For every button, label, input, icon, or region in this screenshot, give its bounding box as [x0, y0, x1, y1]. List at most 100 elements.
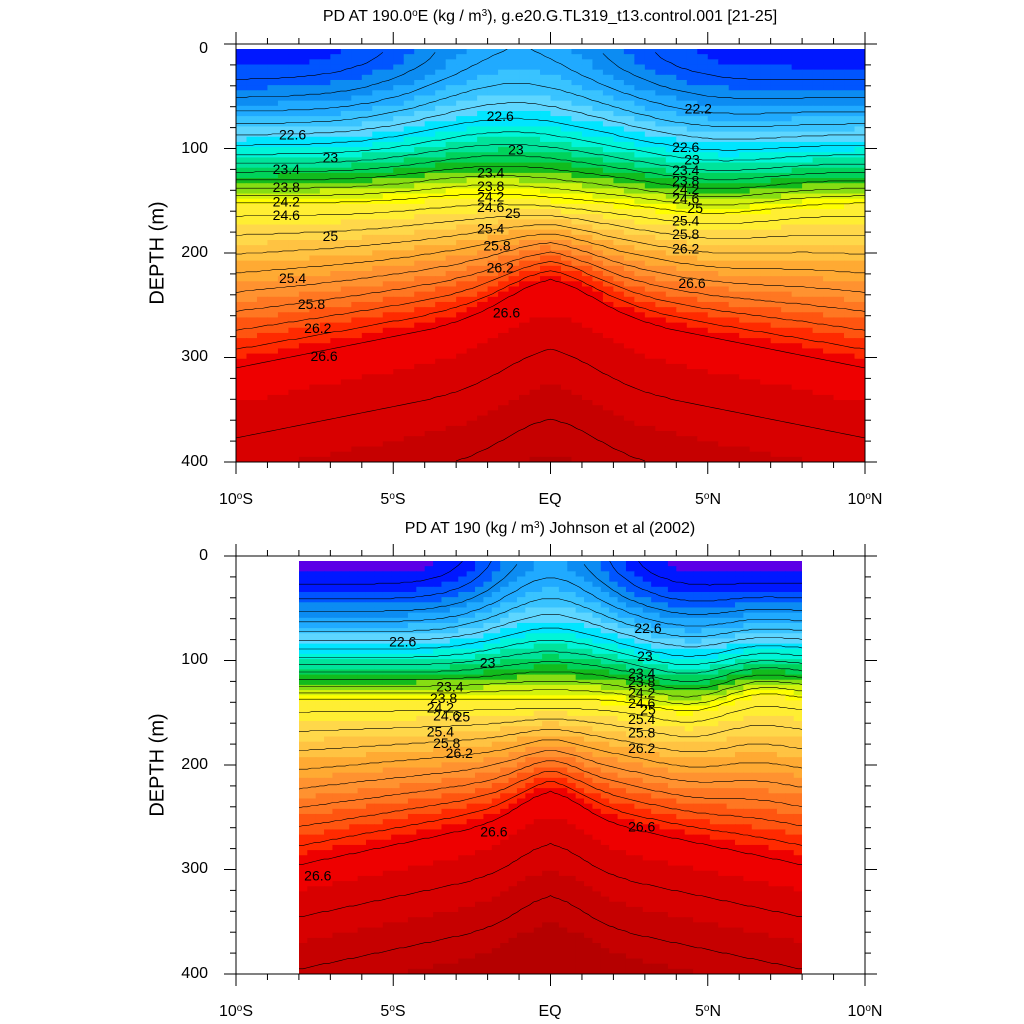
field-cell — [277, 59, 290, 66]
field-cell — [456, 193, 468, 200]
field-cell — [382, 343, 394, 350]
field-cell — [445, 157, 457, 164]
field-cell — [739, 338, 751, 344]
field-cell — [487, 121, 499, 128]
field-cell — [655, 136, 667, 143]
field-cell — [298, 203, 310, 210]
field-cell — [382, 415, 394, 422]
field-cell — [697, 270, 709, 277]
y-tick-300: 300 — [181, 348, 208, 365]
field-cell — [571, 431, 583, 437]
field-cell — [466, 79, 478, 86]
field-cell — [791, 389, 803, 396]
field-cell — [540, 270, 552, 277]
field-cell — [802, 95, 814, 102]
field-cell — [665, 234, 677, 241]
field-cell — [571, 214, 583, 220]
field-cell — [519, 270, 531, 277]
field-cell — [458, 561, 468, 567]
field-cell — [435, 415, 447, 422]
field-cell — [319, 126, 331, 133]
field-cell — [477, 116, 489, 122]
field-cell — [781, 296, 793, 303]
field-cell — [728, 172, 740, 179]
field-cell — [382, 332, 394, 339]
field-cell — [519, 255, 531, 262]
field-cell — [319, 363, 331, 370]
field-cell — [330, 286, 342, 293]
field-cell — [686, 183, 698, 189]
field-cell — [393, 441, 405, 448]
field-cell — [382, 141, 394, 148]
field-cell — [686, 147, 698, 153]
field-cell — [613, 193, 625, 200]
field-cell — [592, 410, 604, 417]
field-cell — [697, 307, 709, 313]
field-cell — [319, 400, 331, 406]
field-cell — [424, 95, 436, 102]
field-cell — [644, 59, 656, 66]
field-cell — [571, 400, 583, 406]
field-cell — [424, 327, 436, 334]
field-cell — [812, 110, 824, 117]
field-cell — [256, 400, 269, 406]
field-cell — [456, 162, 468, 169]
field-cell — [686, 162, 698, 169]
field-cell — [644, 255, 656, 262]
field-cell — [340, 229, 352, 236]
field-cell — [319, 229, 331, 236]
field-cell — [466, 420, 478, 427]
field-cell — [844, 100, 856, 107]
field-cell — [655, 436, 667, 442]
field-cell — [351, 100, 363, 107]
field-cell — [728, 431, 740, 437]
field-cell — [728, 270, 740, 277]
field-cell — [340, 270, 352, 277]
field-cell — [581, 456, 594, 462]
field-cell — [382, 69, 394, 76]
field-cell — [550, 327, 562, 334]
field-cell — [823, 90, 835, 97]
field-cell — [613, 141, 625, 148]
field-cell — [707, 147, 719, 153]
field-cell — [267, 219, 279, 226]
field-cell — [267, 446, 279, 453]
field-cell — [550, 214, 562, 220]
field-cell — [529, 410, 541, 417]
field-cell — [477, 219, 489, 226]
field-cell — [581, 85, 594, 91]
field-cell — [277, 105, 290, 112]
field-cell — [508, 193, 520, 200]
field-cell — [319, 338, 331, 344]
field-cell — [812, 332, 824, 339]
field-cell — [372, 105, 384, 112]
field-cell — [770, 100, 782, 107]
field-cell — [309, 327, 321, 334]
field-cell — [634, 224, 646, 231]
field-cell — [403, 374, 415, 380]
field-cell — [739, 193, 751, 200]
field-cell — [644, 451, 656, 458]
chart-title: PD AT 190 (kg / m3) Johnson et al (2002) — [405, 520, 695, 538]
field-cell — [466, 312, 478, 319]
field-cell — [707, 338, 719, 344]
field-cell — [665, 152, 677, 159]
field-cell — [351, 431, 363, 437]
field-cell — [445, 74, 457, 81]
field-cell — [644, 394, 656, 401]
field-cell — [560, 379, 573, 386]
field-cell — [445, 281, 457, 288]
field-cell — [498, 374, 510, 380]
field-cell — [718, 219, 730, 226]
field-cell — [382, 431, 394, 437]
field-cell — [770, 234, 782, 241]
field-cell — [770, 363, 782, 370]
field-cell — [361, 348, 373, 355]
field-cell — [246, 245, 258, 251]
field-cell — [477, 141, 489, 148]
field-cell — [236, 64, 248, 71]
field-cell — [508, 394, 520, 401]
field-cell — [791, 358, 803, 365]
field-cell — [592, 265, 604, 272]
field-cell — [739, 410, 751, 417]
